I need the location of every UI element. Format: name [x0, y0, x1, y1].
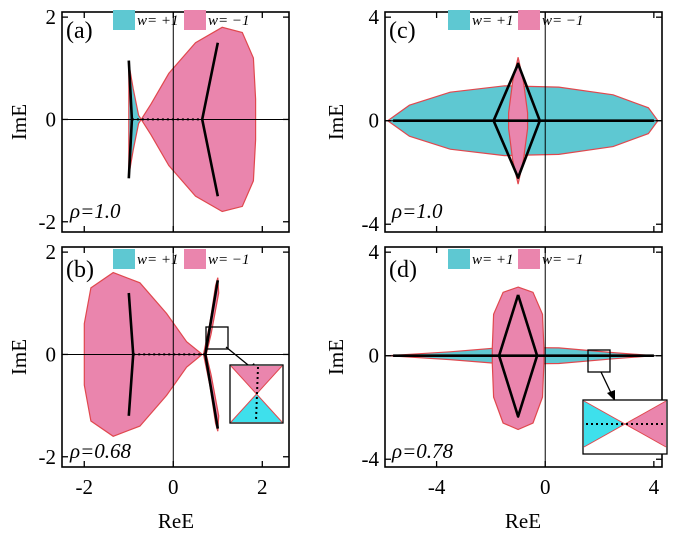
legend: w= +1 w= −1 — [113, 249, 250, 269]
plot-area — [385, 12, 662, 232]
spectrum-line-1 — [497, 294, 539, 418]
spectrum-line-1 — [492, 62, 542, 179]
legend-swatch-minus — [184, 10, 206, 30]
panel-c: -4 0 4 w= +1 w= −1 (c) ρ=1.0 ImE — [324, 5, 663, 236]
zero-axis-lines — [62, 12, 289, 232]
x-tick-label: 0 — [540, 475, 551, 499]
y-axis-label: ImE — [324, 104, 348, 140]
x-tick-label: -4 — [428, 475, 446, 499]
y-tick-label: 0 — [46, 107, 57, 131]
legend-swatch-minus — [518, 249, 540, 269]
spectrum-line-1 — [204, 280, 220, 429]
plot-frame — [61, 11, 290, 233]
x-tick-label: 4 — [649, 475, 660, 499]
inset-outline-2 — [230, 365, 283, 423]
x-tick-label: -2 — [76, 475, 94, 499]
legend-swatch-plus — [448, 249, 470, 269]
y-tick-label: -2 — [39, 445, 57, 469]
y-tick-label: 0 — [369, 109, 380, 133]
inset-dotted-line — [255, 366, 259, 422]
legend-swatch-minus — [518, 10, 540, 30]
zoom-inset — [582, 349, 668, 455]
y-tick-label: -4 — [362, 447, 380, 471]
inset-outline-2 — [583, 400, 667, 448]
plot-area — [62, 12, 289, 232]
y-tick-label: 2 — [46, 240, 57, 264]
y-axis-label: ImE — [7, 104, 31, 140]
plot-area — [62, 247, 289, 467]
legend-label-plus: w= +1 — [137, 13, 179, 29]
y-tick-label: 0 — [369, 344, 380, 368]
inset-region-minus — [625, 401, 666, 447]
spectrum-group — [393, 62, 654, 179]
legend: w= +1 w= −1 — [448, 249, 584, 269]
legend-label-minus: w= −1 — [542, 13, 584, 29]
tick-group: -2 0 2 -2 0 2 — [39, 240, 289, 499]
rho-annotation: ρ=1.0 — [69, 199, 121, 223]
zero-axis-lines — [62, 247, 289, 467]
legend-label-plus: w= +1 — [472, 252, 514, 268]
legend-label-plus: w= +1 — [472, 13, 514, 29]
panel-label: (b) — [66, 257, 94, 283]
zoom-source-box — [587, 349, 611, 373]
zoom-inset — [205, 326, 284, 424]
panel-d: -4 0 4 -4 0 4 w= +1 w= −1 (d) ρ=0.78 ImE ReE — [324, 240, 668, 533]
y-tick-label: -2 — [39, 210, 57, 234]
zoom-source-box — [205, 326, 229, 350]
legend-swatch-plus — [448, 10, 470, 30]
y-tick-label: 0 — [46, 342, 57, 366]
spectrum-line-1 — [200, 42, 220, 197]
x-tick-label: 0 — [168, 475, 179, 499]
panel-b: -2 0 2 -2 0 2 w= +1 w= −1 (b) ρ=0.68 ImE ReE — [7, 240, 290, 533]
spectrum-group — [127, 280, 220, 429]
zoom-arrow — [600, 371, 613, 396]
winding-region-minus-1 — [491, 286, 545, 431]
tick-group: -2 0 2 — [39, 5, 289, 234]
y-tick-label: -4 — [362, 212, 380, 236]
rho-annotation: ρ=0.68 — [69, 439, 132, 463]
zoom-arrowhead — [607, 390, 615, 401]
tick-group: -4 0 4 -4 0 4 — [362, 240, 662, 499]
legend: w= +1 w= −1 — [113, 10, 250, 30]
tick-group: -4 0 4 — [362, 5, 662, 236]
legend-swatch-plus — [113, 249, 135, 269]
rho-annotation: ρ=0.78 — [391, 439, 454, 463]
panel-label: (a) — [66, 18, 93, 44]
panel-label: (c) — [389, 18, 416, 44]
legend-swatch-minus — [184, 249, 206, 269]
y-axis-label: ImE — [324, 339, 348, 375]
plot-frame — [61, 246, 290, 468]
panel-label: (d) — [389, 257, 417, 283]
y-tick-label: 4 — [369, 5, 380, 29]
y-tick-label: 4 — [369, 240, 380, 264]
legend-swatch-plus — [113, 10, 135, 30]
panel-a: -2 0 2 w= +1 w= −1 (a) ρ=1.0 ImE — [7, 5, 290, 234]
legend-label-minus: w= −1 — [208, 252, 250, 268]
x-axis-label: ReE — [158, 509, 194, 533]
legend: w= +1 w= −1 — [448, 10, 584, 30]
y-tick-label: 2 — [46, 5, 57, 29]
x-axis-label: ReE — [505, 509, 541, 533]
y-axis-label: ImE — [7, 339, 31, 375]
inset-region-minus — [231, 366, 282, 394]
legend-label-minus: w= −1 — [542, 252, 584, 268]
legend-label-minus: w= −1 — [208, 13, 250, 29]
plot-frame — [384, 246, 663, 468]
legend-label-plus: w= +1 — [137, 252, 179, 268]
inset-region-plus — [584, 401, 625, 447]
x-tick-label: 2 — [257, 475, 268, 499]
rho-annotation: ρ=1.0 — [391, 199, 443, 223]
spectrum-group — [127, 42, 220, 197]
